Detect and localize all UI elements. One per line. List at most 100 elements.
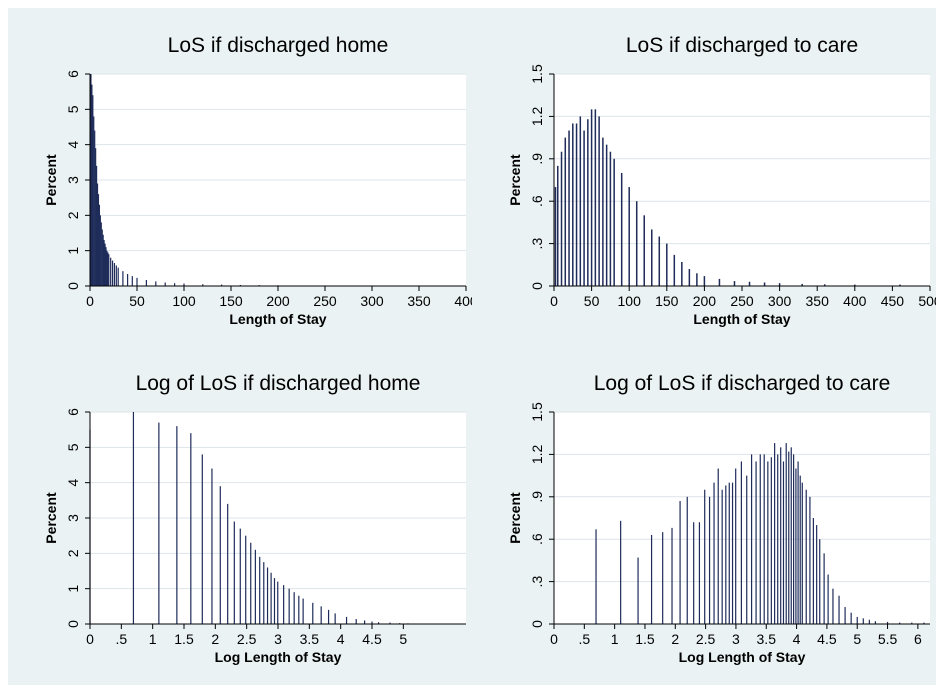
histogram-bar [628,187,630,286]
histogram-bar [708,496,711,624]
x-tick-label: 6 [914,631,922,647]
histogram-bar [735,468,737,624]
y-tick-label: 0 [65,282,81,290]
histogram-bar [755,461,757,624]
histogram-bar [703,276,706,286]
histogram-bar [609,151,612,286]
histogram-bar [97,194,100,286]
y-tick-label: 3 [65,514,81,522]
histogram-bar [650,534,653,624]
y-tick-label: 1.2 [529,444,545,464]
histogram-bar [91,84,93,286]
histogram-bar [583,130,585,286]
histogram-bar [364,620,366,624]
y-tick-label: 6 [65,408,81,416]
y-tick-label: .3 [529,576,545,588]
histogram-bar [560,151,563,286]
histogram-bar [93,116,95,287]
x-tick-label: 50 [129,293,145,309]
histogram-bar [868,619,870,624]
x-tick-label: 0 [86,631,94,647]
x-tick-label: 4.5 [362,631,382,647]
x-tick-label: 350 [806,293,830,309]
y-tick-label: 2 [65,211,81,219]
histogram-bar [227,503,229,624]
x-tick-label: 1.5 [174,631,194,647]
histogram-bar [733,281,736,286]
x-tick-label: 1 [149,631,157,647]
x-tick-label: 100 [172,293,196,309]
y-tick-label: 4 [65,479,81,487]
histogram-bar [270,572,272,624]
histogram-bar [239,284,241,286]
histogram-bar [115,265,117,286]
histogram-bar [263,562,265,624]
histogram-bar [190,433,192,624]
x-axis-label: Length of Stay [229,311,326,327]
histogram-bar [201,454,203,624]
histogram-bar [254,549,256,624]
histogram-bar [389,622,391,624]
histogram-bar [334,613,336,624]
x-tick-label: 150 [655,293,679,309]
histogram-bar [832,588,834,624]
x-tick-label: 2 [671,631,679,647]
histogram-bar [750,454,753,624]
histogram-bar [790,447,792,624]
histogram-bar [717,468,719,624]
x-tick-label: 0 [550,293,558,309]
histogram-bar [95,148,97,286]
histogram-bar [250,542,252,624]
histogram-bar [266,567,269,624]
x-tick-label: .5 [115,631,127,647]
histogram-bar [554,187,557,286]
histogram-bar [103,240,105,286]
histogram-bar [686,496,688,624]
histogram-bar [105,247,107,286]
x-tick-label: 5.5 [878,631,898,647]
histogram-bar [94,130,96,286]
histogram-bar [679,501,681,624]
x-tick-label: 200 [693,293,717,309]
histogram-bar [778,283,781,286]
histogram-bar [183,283,185,286]
histogram-bar [302,598,304,624]
histogram-bar [298,595,300,624]
histogram-bar [718,278,721,286]
histogram-bar [602,137,604,286]
x-tick-label: 4 [337,631,345,647]
x-tick-label: 100 [618,293,642,309]
y-tick-label: 1 [65,585,81,593]
histogram-bar [713,482,715,624]
chart-panel-3: Log of LoS if discharged home 0 1 2 3 4 5 6 0 .5 1… [8,346,472,684]
histogram-bar [812,518,814,624]
histogram-bar [221,284,223,286]
histogram-bar [809,496,811,624]
histogram-bar [635,201,638,286]
histogram-bar [176,426,178,624]
histogram-bar [698,522,701,624]
histogram-bar [245,535,247,624]
y-tick-label: 4 [65,141,81,149]
histogram-bar [595,529,597,624]
x-tick-label: 3 [274,631,282,647]
histogram-bar [136,277,138,286]
histogram-bar [320,606,322,624]
histogram-bar [568,130,570,286]
histogram-bar [721,489,723,624]
histogram-bar [572,123,574,286]
x-tick-label: 1.5 [635,631,655,647]
histogram-bar [844,607,846,624]
histogram-bar [805,489,807,624]
x-axis-label: Log Length of Stay [679,649,806,665]
histogram-bar [239,528,241,624]
histogram-bar [575,123,578,286]
histogram-bar [158,422,160,624]
histogram-bar [345,616,348,624]
histogram-bar [102,234,104,286]
histogram-bar [651,229,653,286]
histogram-bar [312,602,314,624]
histogram-bar [587,119,589,286]
plot-area [554,412,930,624]
x-tick-label: 3.5 [757,631,777,647]
